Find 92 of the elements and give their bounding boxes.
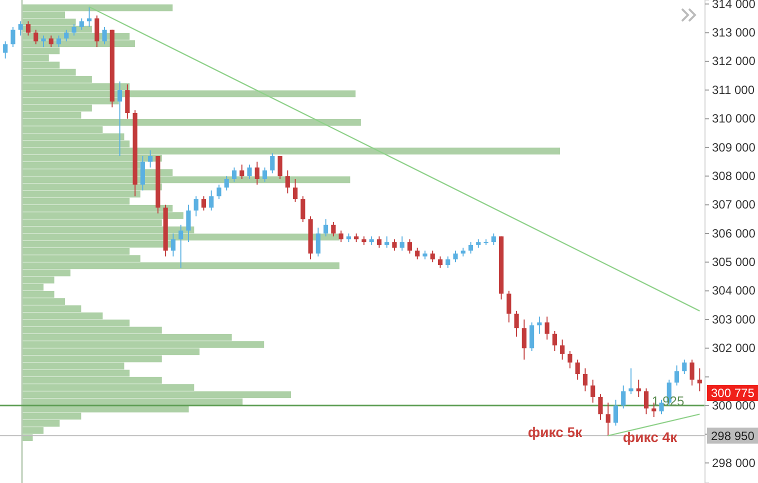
candlestick (170, 232, 176, 257)
candlestick (560, 339, 565, 360)
candlestick (522, 319, 526, 360)
candlestick (384, 236, 390, 248)
y-tick-label: 309 000 (712, 140, 756, 154)
candlestick (530, 322, 534, 352)
candlestick (659, 399, 664, 415)
candlestick (232, 167, 237, 182)
candlestick (491, 232, 496, 246)
candlestick (216, 184, 222, 200)
candlestick (392, 238, 397, 252)
candlestick (582, 368, 588, 392)
candlestick (468, 242, 474, 254)
candlestick (26, 20, 31, 36)
candlestick (10, 26, 16, 48)
candlestick (201, 196, 206, 212)
candlestick (682, 359, 687, 375)
candlestick (598, 394, 603, 420)
candlestick (285, 170, 290, 194)
candlestick (94, 14, 100, 48)
candlestick (613, 399, 618, 426)
candlestick (575, 359, 580, 380)
candlestick (125, 84, 130, 120)
candlestick (590, 379, 596, 404)
candlestick (407, 238, 412, 254)
candlestick (240, 164, 244, 180)
candlestick (544, 316, 550, 340)
y-tick-label: 300 000 (712, 398, 756, 412)
y-tick-label: 308 000 (712, 168, 756, 183)
candlestick (56, 35, 62, 48)
candlestick (415, 247, 420, 260)
candlestick (514, 310, 519, 338)
candlestick (254, 161, 260, 186)
candlestick (697, 368, 702, 392)
annotation: фикс 5к (528, 424, 584, 440)
candlestick (338, 230, 344, 243)
candlestick (209, 190, 214, 212)
candlestick (270, 152, 275, 174)
candlestick (446, 256, 450, 268)
candlestick (64, 29, 69, 42)
candlestick (292, 178, 298, 202)
annotation: фикс 4к (622, 428, 678, 445)
candlestick (316, 227, 320, 257)
candlestick (644, 388, 649, 415)
candlestick (247, 164, 252, 180)
y-tick-label: 302 000 (712, 341, 756, 356)
y-tick-label: 306 000 (712, 226, 756, 240)
candlestick (118, 80, 122, 157)
candlestick (674, 364, 680, 386)
candlestick (537, 316, 542, 334)
candlestick (552, 330, 557, 352)
candlestick (148, 150, 153, 168)
candlestick (453, 250, 458, 263)
candlestick (430, 250, 435, 263)
y-tick-label: 313 000 (712, 26, 756, 40)
candlestick (79, 18, 84, 30)
y-tick-label: 304 000 (712, 284, 756, 298)
candlestick (278, 156, 282, 180)
candlestick (72, 24, 76, 36)
candlestick (140, 156, 145, 191)
ref-line-label: 298 950 (711, 428, 755, 443)
candlestick (178, 224, 184, 268)
y-tick-label: 298 000 (712, 456, 756, 470)
candlestick (376, 236, 382, 248)
candlestick (34, 29, 38, 45)
y-tick-label: 303 000 (712, 312, 756, 326)
candlestick (3, 40, 8, 60)
candlestick (628, 368, 634, 395)
y-tick-label: 310 000 (712, 112, 756, 126)
candlestick (331, 221, 336, 237)
candlestick (102, 26, 107, 45)
candlestick (41, 35, 46, 48)
candlestick (606, 402, 610, 436)
y-tick-label: 312 000 (712, 54, 756, 68)
candlestick (224, 176, 229, 191)
candlestick (300, 196, 306, 222)
text: 300 775 (711, 386, 755, 400)
candlestick (186, 204, 191, 243)
candlestick (506, 290, 512, 323)
candlestick (48, 35, 54, 48)
candlestick (438, 256, 443, 268)
candlestick (621, 384, 626, 409)
candlestick (568, 350, 572, 369)
y-tick-label: 305 000 (712, 254, 756, 269)
candlestick (690, 359, 694, 386)
y-tick-label: 311 000 (712, 82, 755, 97)
candlestick (194, 196, 198, 217)
candlestick (400, 236, 404, 252)
y-tick-label: 307 000 (712, 198, 756, 212)
candlestick (18, 20, 23, 36)
candlestick (262, 167, 268, 182)
candlestick (324, 218, 328, 237)
